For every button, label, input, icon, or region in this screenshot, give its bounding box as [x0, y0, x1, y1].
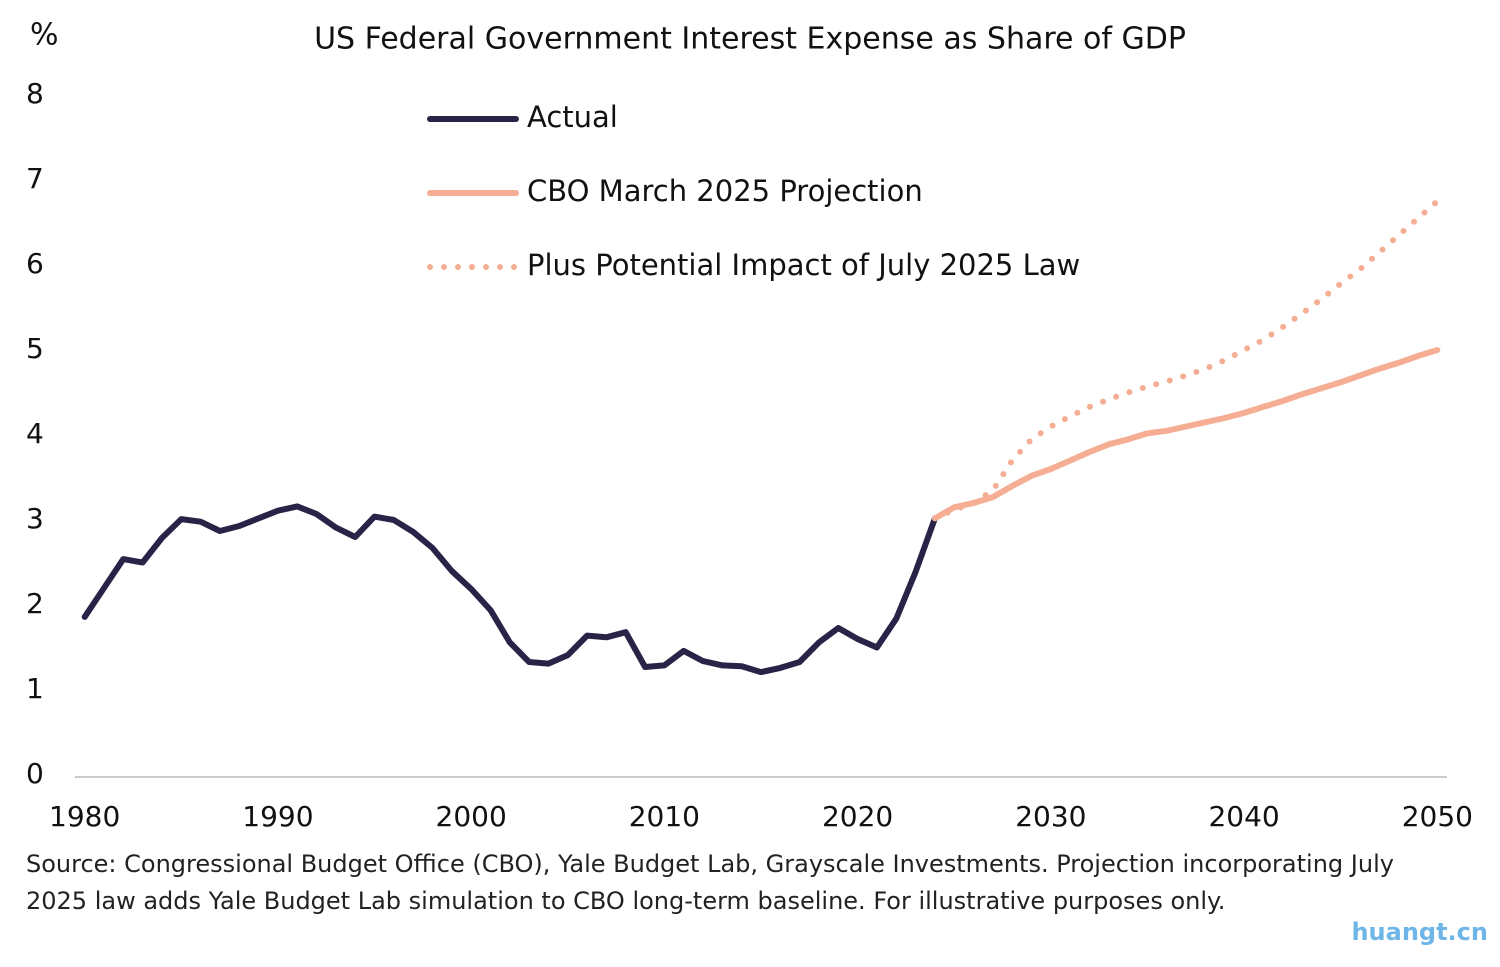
y-tick-label: 1	[26, 672, 44, 705]
x-tick-label: 2040	[1208, 800, 1279, 833]
x-tick-label: 2020	[822, 800, 893, 833]
y-tick-label: 2	[26, 587, 44, 620]
y-tick-label: 0	[26, 757, 44, 790]
x-tick-label: 2010	[629, 800, 700, 833]
y-tick-label: 7	[26, 162, 44, 195]
y-tick-label: 8	[26, 77, 44, 110]
y-tick-label: 3	[26, 502, 44, 535]
watermark: huangt.cn	[1351, 918, 1488, 946]
series-line	[931, 347, 1441, 522]
source-note: Source: Congressional Budget Office (CBO…	[26, 850, 1394, 915]
y-tick-label: 6	[26, 247, 44, 280]
legend-label: Plus Potential Impact of July 2025 Law	[527, 248, 1080, 282]
x-tick-label: 2030	[1015, 800, 1086, 833]
series-line	[931, 198, 1441, 522]
legend-label: Actual	[527, 100, 618, 134]
legend-label: CBO March 2025 Projection	[527, 174, 923, 208]
series-line	[81, 503, 938, 676]
y-tick-label: 5	[26, 332, 44, 365]
x-tick-label: 2050	[1402, 800, 1473, 833]
y-axis-label: %	[30, 18, 59, 53]
x-tick-label: 2000	[436, 800, 507, 833]
y-tick-label: 4	[26, 417, 44, 450]
x-tick-label: 1990	[242, 800, 313, 833]
x-tick-label: 1980	[49, 800, 120, 833]
chart-title: US Federal Government Interest Expense a…	[314, 22, 1186, 57]
